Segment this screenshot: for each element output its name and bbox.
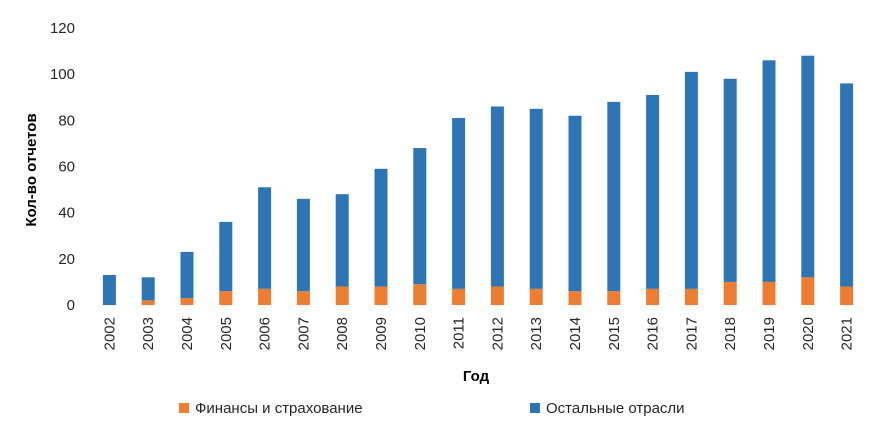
legend-swatch-finance xyxy=(179,403,189,413)
y-tick-label: 80 xyxy=(58,112,75,129)
bar-finance xyxy=(529,288,543,305)
bar-other xyxy=(452,118,466,289)
bar-other xyxy=(840,83,854,287)
x-tick-label: 2016 xyxy=(645,317,662,350)
bar-other xyxy=(219,221,233,292)
bar-finance xyxy=(646,288,660,305)
bar-finance xyxy=(452,288,466,305)
y-tick-label: 60 xyxy=(58,159,75,176)
legend: Финансы и страхование Остальные отрасли xyxy=(179,400,685,417)
bar-other xyxy=(607,101,621,292)
bar-other xyxy=(646,94,660,289)
bar-other xyxy=(258,187,272,289)
y-tick-label: 120 xyxy=(50,20,75,37)
y-tick-label: 20 xyxy=(58,251,75,268)
bar-other xyxy=(490,106,504,287)
x-tick-label: 2014 xyxy=(567,317,584,350)
bar-finance xyxy=(490,286,504,305)
bar-finance xyxy=(335,286,349,305)
y-tick-label: 40 xyxy=(58,205,75,222)
y-tick-label: 100 xyxy=(50,66,75,83)
bar-other xyxy=(335,194,349,287)
bar-other xyxy=(141,277,155,301)
y-axis-title: Кол-во отчетов xyxy=(23,113,40,226)
legend-label-other: Остальные отрасли xyxy=(546,400,685,417)
bar-other xyxy=(374,168,388,287)
bar-other xyxy=(102,274,116,305)
x-tick-label: 2011 xyxy=(451,317,468,349)
bar-finance xyxy=(568,291,582,305)
x-tick-label: 2002 xyxy=(101,317,118,350)
x-tick-label: 2009 xyxy=(373,317,390,350)
x-tick-label: 2017 xyxy=(683,317,700,350)
bar-other xyxy=(180,251,194,299)
bar-finance xyxy=(801,277,815,305)
x-tick-label: 2004 xyxy=(179,317,196,350)
bar-other xyxy=(568,115,582,292)
x-tick-label: 2019 xyxy=(761,317,778,350)
bar-finance xyxy=(607,291,621,305)
y-axis-ticks: 0 20 40 60 80 100 120 xyxy=(50,20,75,314)
bar-other xyxy=(413,148,427,285)
bar-other xyxy=(801,55,815,278)
bar-finance xyxy=(762,281,776,305)
bar-other xyxy=(762,60,776,282)
bar-other xyxy=(723,78,737,282)
x-tick-label: 2020 xyxy=(800,317,817,350)
legend-label-finance: Финансы и страхование xyxy=(195,400,363,417)
x-tick-label: 2015 xyxy=(606,317,623,350)
bar-finance xyxy=(840,286,854,305)
x-tick-label: 2008 xyxy=(334,317,351,350)
bar-other xyxy=(684,71,698,289)
x-tick-label: 2018 xyxy=(722,317,739,350)
bar-finance xyxy=(413,284,427,305)
bars-group xyxy=(102,55,854,305)
bar-other xyxy=(296,198,310,292)
x-tick-label: 2006 xyxy=(257,317,274,350)
x-tick-label: 2005 xyxy=(218,317,235,350)
x-tick-label: 2013 xyxy=(528,317,545,350)
bar-finance xyxy=(723,281,737,305)
bar-finance xyxy=(141,300,155,305)
x-tick-label: 2021 xyxy=(839,317,856,350)
y-tick-label: 0 xyxy=(67,297,75,314)
bar-finance xyxy=(219,291,233,305)
x-axis-ticks: 2002 2003 2004 2005 2006 2007 2008 2009 2010 2011… xyxy=(101,317,855,350)
x-tick-label: 2007 xyxy=(295,317,312,350)
x-tick-label: 2003 xyxy=(140,317,157,350)
bar-finance xyxy=(180,298,194,305)
x-tick-label: 2012 xyxy=(489,317,506,350)
x-tick-label: 2010 xyxy=(412,317,429,350)
bar-finance xyxy=(684,288,698,305)
bar-finance xyxy=(374,286,388,305)
bar-finance xyxy=(296,291,310,305)
bar-other xyxy=(529,108,543,289)
bar-finance xyxy=(258,288,272,305)
legend-swatch-other xyxy=(530,403,540,413)
x-axis-title: Год xyxy=(463,368,490,385)
